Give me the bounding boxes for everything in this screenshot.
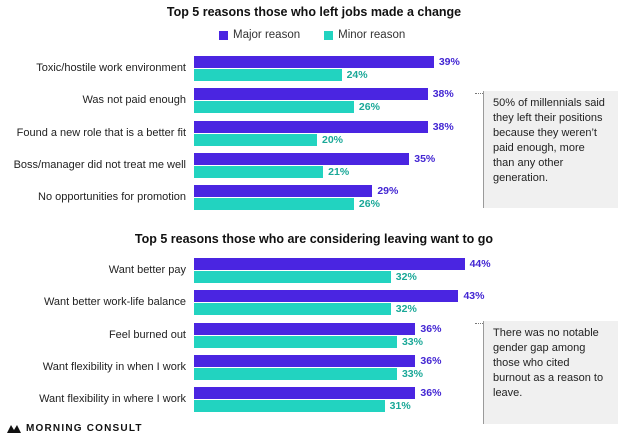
value-label-major: 43% — [463, 290, 485, 303]
footer-brand-text: MORNING CONSULT — [26, 423, 143, 434]
category-label: Boss/manager did not treat me well — [13, 158, 186, 171]
legend-swatch-minor — [324, 30, 334, 40]
bar-major — [194, 88, 428, 101]
value-label-minor: 24% — [346, 69, 368, 81]
category-label: Toxic/hostile work environment — [36, 62, 186, 74]
chart-1-title: Top 5 reasons those who left jobs made a… — [166, 5, 462, 19]
bar-minor — [194, 165, 324, 178]
bar-minor — [194, 271, 391, 283]
legend-label-minor: Minor reason — [338, 29, 406, 41]
value-label-minor: 26% — [358, 198, 380, 211]
value-label-major: 44% — [469, 258, 491, 270]
bar-major — [194, 258, 465, 270]
value-label-major: 29% — [377, 185, 399, 198]
value-label-major: 36% — [420, 354, 442, 367]
bar-major — [194, 387, 416, 400]
value-label-minor: 32% — [395, 271, 417, 283]
chart-2-title: Top 5 reasons those who are considering … — [134, 232, 494, 246]
value-label-major: 36% — [420, 322, 442, 335]
category-label: Want flexibility in where I work — [39, 393, 186, 406]
category-label: Found a new role that is a better fit — [16, 126, 186, 139]
value-label-minor: 26% — [358, 101, 380, 114]
legend: Major reason Minor reason — [219, 29, 429, 41]
legend-item-minor: Minor reason — [324, 29, 405, 41]
bar-major — [194, 152, 410, 165]
bar-minor — [194, 335, 397, 348]
bar-major — [194, 290, 459, 303]
value-label-major: 38% — [432, 120, 454, 133]
category-label: Was not paid enough — [82, 94, 186, 107]
callout-2: There was no notable gender gap among th… — [483, 321, 618, 424]
callout-1-leader — [475, 93, 483, 94]
bar-minor — [194, 303, 391, 316]
legend-label-major: Major reason — [233, 29, 301, 41]
legend-item-major: Major reason — [219, 29, 300, 41]
category-label: Want flexibility in when I work — [42, 360, 186, 373]
bar-minor — [194, 367, 397, 380]
bar-minor — [194, 400, 385, 413]
value-label-major: 36% — [420, 387, 442, 400]
bar-major — [194, 56, 434, 68]
category-label: No opportunities for promotion — [38, 191, 186, 204]
bar-major — [194, 354, 416, 367]
morning-consult-logo-icon — [7, 425, 21, 433]
category-label: Want better work-life balance — [43, 296, 186, 309]
bar-major — [194, 185, 373, 198]
value-label-minor: 20% — [322, 133, 344, 146]
bar-minor — [194, 198, 354, 211]
value-label-minor: 33% — [401, 335, 423, 348]
value-label-major: 38% — [432, 88, 454, 101]
bar-minor — [194, 69, 342, 81]
value-label-major: 35% — [414, 152, 436, 165]
value-label-minor: 32% — [395, 303, 417, 316]
value-label-major: 39% — [438, 56, 460, 68]
value-label-minor: 21% — [328, 165, 350, 178]
value-label-minor: 31% — [389, 400, 411, 413]
legend-swatch-major — [219, 30, 228, 40]
footer-brand: MORNING CONSULT — [6, 423, 143, 434]
category-label: Feel burned out — [108, 328, 186, 341]
category-label: Want better pay — [108, 264, 186, 276]
bar-minor — [194, 133, 317, 146]
bar-major — [194, 322, 416, 335]
value-label-minor: 33% — [401, 367, 423, 380]
callout-2-leader — [475, 323, 483, 324]
bar-minor — [194, 101, 354, 114]
callout-1: 50% of millennials said they left their … — [483, 91, 618, 208]
bar-major — [194, 120, 428, 133]
